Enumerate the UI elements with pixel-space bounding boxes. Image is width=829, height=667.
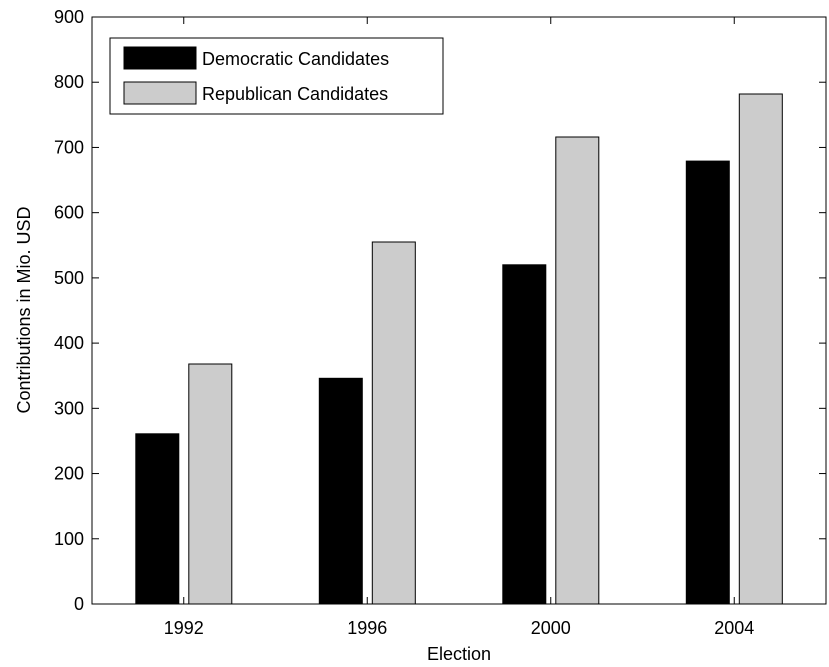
legend-swatch-republican bbox=[123, 81, 197, 105]
bar-republican-1996 bbox=[371, 241, 416, 605]
legend: Democratic Candidates Republican Candida… bbox=[109, 37, 444, 115]
y-tick-label: 900 bbox=[54, 7, 84, 27]
x-tick-label: 2000 bbox=[531, 618, 571, 638]
y-tick-label: 400 bbox=[54, 333, 84, 353]
y-tick-label: 500 bbox=[54, 268, 84, 288]
bar-republican-2004 bbox=[738, 93, 783, 605]
plot-area-frame bbox=[91, 16, 827, 605]
bar-republican-1992 bbox=[188, 363, 233, 605]
y-tick-label: 0 bbox=[74, 594, 84, 614]
bar-democratic-2004 bbox=[685, 160, 730, 605]
y-tick-label: 600 bbox=[54, 203, 84, 223]
legend-label-republican: Republican Candidates bbox=[202, 84, 388, 104]
bar-democratic-2000 bbox=[502, 264, 547, 605]
x-axis: 1992 1996 2000 2004 bbox=[164, 17, 754, 638]
y-axis: 0 100 200 300 400 500 600 700 800 900 bbox=[54, 7, 826, 614]
bar-democratic-1992 bbox=[135, 433, 180, 605]
x-tick-label: 1996 bbox=[347, 618, 387, 638]
y-tick-label: 100 bbox=[54, 529, 84, 549]
y-tick-label: 300 bbox=[54, 398, 84, 418]
y-axis-label: Contributions in Mio. USD bbox=[14, 206, 34, 413]
y-tick-label: 800 bbox=[54, 72, 84, 92]
y-tick-label: 700 bbox=[54, 137, 84, 157]
bar-democratic-1996 bbox=[318, 377, 363, 605]
bar-republican-2000 bbox=[555, 136, 600, 605]
x-axis-label: Election bbox=[427, 644, 491, 664]
bars-layer bbox=[135, 93, 783, 605]
x-tick-label: 2004 bbox=[714, 618, 754, 638]
legend-label-democratic: Democratic Candidates bbox=[202, 49, 389, 69]
legend-swatch-democratic bbox=[123, 46, 197, 70]
x-tick-label: 1992 bbox=[164, 618, 204, 638]
y-tick-label: 200 bbox=[54, 464, 84, 484]
